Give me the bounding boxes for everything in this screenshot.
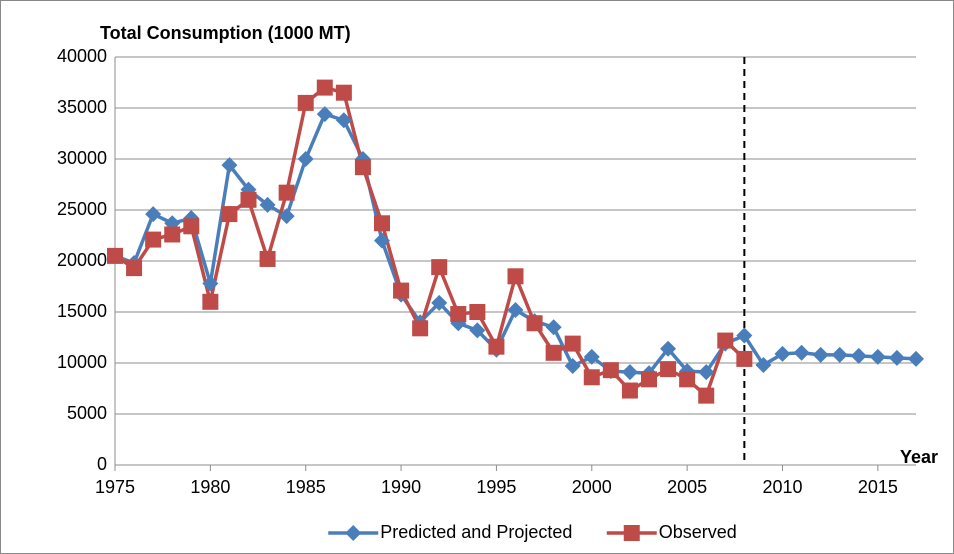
data-point [488, 338, 505, 355]
data-point [545, 319, 562, 336]
data-point [221, 157, 238, 174]
data-point [526, 315, 543, 332]
data-point [316, 79, 333, 96]
data-point [145, 231, 162, 248]
data-point [736, 350, 753, 367]
data-point [221, 206, 238, 223]
data-point [202, 293, 219, 310]
data-point [374, 232, 390, 249]
y-tick-label: 30000 [57, 148, 107, 168]
x-tick-label: 1985 [286, 477, 326, 497]
data-point [602, 362, 619, 379]
data-point [698, 364, 715, 381]
data-point [660, 340, 677, 357]
y-tick-label: 25000 [57, 199, 107, 219]
data-point [145, 206, 162, 223]
data-point [183, 218, 200, 235]
y-tick-label: 35000 [57, 97, 107, 117]
data-point [831, 346, 848, 363]
data-point [679, 371, 696, 388]
data-point [583, 348, 600, 365]
data-point [297, 151, 314, 167]
chart-title: Total Consumption (1000 MT) [100, 23, 351, 43]
x-axis-label: Year [900, 447, 938, 467]
legend-label: Predicted and Projected [380, 522, 572, 542]
data-point [202, 275, 219, 292]
legend-marker [623, 525, 640, 541]
data-point [621, 382, 638, 399]
x-tick-label: 1990 [381, 477, 421, 497]
data-point [583, 369, 600, 386]
data-point [564, 358, 581, 375]
y-tick-label: 10000 [57, 352, 107, 372]
x-tick-label: 1980 [190, 477, 230, 497]
data-point [850, 347, 867, 364]
data-point [107, 247, 123, 264]
data-point [717, 332, 734, 349]
x-tick-label: 2005 [667, 477, 707, 497]
data-point [507, 268, 524, 285]
data-point [774, 345, 791, 362]
data-point [278, 184, 295, 201]
data-point [793, 344, 810, 361]
x-tick-label: 2000 [572, 477, 612, 497]
data-point [240, 191, 257, 208]
y-tick-label: 0 [97, 454, 107, 474]
data-point [621, 364, 638, 381]
data-point [908, 350, 924, 367]
data-point [297, 94, 314, 111]
series-line [114, 85, 746, 398]
data-point [469, 322, 486, 339]
x-tick-label: 2015 [858, 477, 898, 497]
data-point [431, 294, 448, 311]
data-point [316, 106, 333, 123]
data-point [335, 112, 352, 129]
x-tick-label: 2010 [762, 477, 802, 497]
data-point [164, 226, 181, 243]
data-point [278, 208, 295, 225]
data-point [354, 159, 371, 176]
y-tick-label: 15000 [57, 301, 107, 321]
data-point [469, 304, 486, 320]
data-point [660, 361, 677, 378]
data-point [564, 335, 581, 352]
data-point [545, 344, 562, 361]
y-tick-label: 40000 [57, 46, 107, 66]
data-point [450, 306, 467, 323]
data-point [888, 349, 905, 366]
data-point [412, 320, 429, 337]
data-point [374, 215, 390, 232]
data-point [736, 327, 753, 344]
data-point [126, 260, 143, 277]
data-point [507, 301, 524, 318]
data-point [431, 259, 448, 276]
data-point [755, 357, 772, 374]
legend-label: Observed [659, 522, 737, 542]
legend: Predicted and Projected Observed [328, 522, 737, 542]
data-point [698, 387, 715, 404]
data-point [335, 84, 352, 101]
data-point [259, 196, 276, 213]
x-tick-label: 1975 [95, 477, 135, 497]
x-tick-label: 1995 [476, 477, 516, 497]
data-point [869, 348, 886, 365]
data-point [393, 282, 410, 299]
data-point [812, 346, 829, 363]
legend-marker [345, 525, 362, 541]
y-tick-label: 5000 [67, 403, 107, 423]
data-point [641, 371, 657, 388]
y-tick-label: 20000 [57, 250, 107, 270]
data-point [259, 250, 276, 267]
